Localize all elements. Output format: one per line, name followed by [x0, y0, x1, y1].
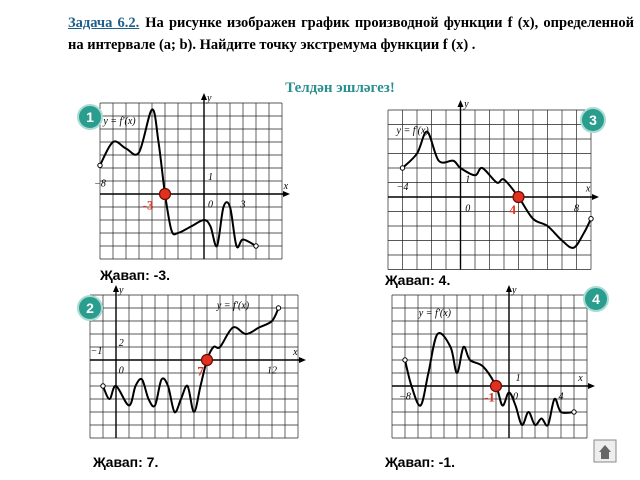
- graph-panel: 4 y y = f′(x) −4 1 0 8x 3 Җавап: 4.: [384, 99, 606, 288]
- badge: [77, 295, 103, 321]
- point-label: 4: [509, 202, 516, 217]
- axis-arrow: [113, 285, 119, 292]
- badge: [580, 107, 606, 133]
- axis-label: x: [577, 373, 583, 384]
- axis-label: −8: [399, 391, 411, 402]
- axis-arrow: [457, 100, 464, 107]
- curve-end: [402, 357, 408, 363]
- axis-arrow: [299, 357, 306, 363]
- answer: Җавап: -3.: [99, 267, 170, 283]
- curve-end: [100, 383, 106, 389]
- curve-end: [97, 162, 103, 169]
- point-label: 7: [197, 364, 204, 379]
- badge-number: 1: [86, 109, 94, 125]
- subtitle: Телдән эшләгез!: [285, 80, 395, 96]
- axis-label: y = f′(x): [102, 116, 136, 127]
- curve-end: [571, 409, 577, 415]
- task-header: Задача 6.2. На рисунке изображен график п…: [68, 12, 634, 56]
- axis-label: x: [292, 347, 298, 358]
- axis-label: 4: [559, 391, 564, 402]
- curve-end: [399, 165, 406, 171]
- axis-label: −1: [91, 346, 103, 357]
- extremum-point: [200, 353, 214, 367]
- curve-end: [588, 216, 594, 222]
- axis-arrow: [283, 191, 290, 197]
- derivative-curve: [401, 130, 592, 249]
- answer: Җавап: -1.: [384, 454, 455, 470]
- graph-panel: -3 y y = f′(x) −8 1 0 3 x 1 Җавап: -3.: [77, 93, 290, 283]
- axis-arrow: [201, 93, 207, 100]
- axis-label: 0: [208, 199, 213, 210]
- axis-label: y: [511, 285, 517, 296]
- axis-label: −8: [94, 179, 106, 190]
- axis-label: 1: [208, 172, 213, 183]
- axis-label: y = f′(x): [418, 308, 452, 319]
- derivative-curve: [404, 332, 575, 427]
- axis-label: x: [283, 181, 289, 192]
- home-button[interactable]: [593, 439, 617, 463]
- badge-number: 3: [589, 112, 597, 128]
- point-label: -1: [484, 390, 495, 405]
- axis-label: 1: [465, 175, 470, 186]
- badge-number: 4: [592, 291, 600, 307]
- badge: [583, 286, 609, 312]
- axis-label: 12: [267, 365, 277, 376]
- axis-label: 8: [574, 204, 579, 215]
- axis-label: 0: [119, 365, 124, 376]
- axis-arrow: [592, 194, 599, 200]
- axis-label: x: [585, 183, 591, 194]
- badge: [77, 104, 103, 130]
- axis-label: y = f′(x): [396, 125, 430, 136]
- extremum-point: [512, 190, 525, 204]
- graph-panel: 7 y y = f′(x) −1 2 0 12 x 2 Җавап: 7.: [77, 285, 306, 470]
- axis-label: 0: [465, 204, 470, 215]
- axis-label: y: [118, 285, 124, 296]
- task-text: На рисунке изображен график производной …: [68, 15, 634, 53]
- task-label: Задача 6.2.: [68, 15, 140, 31]
- axis-label: 0: [513, 391, 518, 402]
- curve-end: [275, 305, 282, 311]
- axis-label: y: [206, 93, 212, 104]
- axis-label: y = f′(x): [216, 300, 250, 311]
- axis-label: −4: [397, 182, 409, 193]
- derivative-curve: [102, 307, 280, 414]
- extremum-point: [489, 379, 503, 393]
- axis-arrow: [506, 285, 512, 292]
- graph-panel: -1 y y = f′(x) −8 1 0 4 x 4 Җавап: -1.: [384, 285, 609, 470]
- axis-label: y: [463, 99, 469, 110]
- axis-label: 1: [516, 373, 521, 384]
- point-label: -3: [143, 198, 154, 213]
- badge-number: 2: [86, 300, 94, 316]
- answer: Җавап: 4.: [384, 272, 450, 288]
- axis-label: 3: [240, 199, 246, 210]
- extremum-point: [158, 187, 172, 201]
- axis-label: 2: [119, 338, 124, 349]
- curve-end: [253, 243, 259, 249]
- axis-arrow: [588, 383, 595, 389]
- derivative-curve: [99, 108, 257, 249]
- answer: Җавап: 7.: [92, 454, 158, 470]
